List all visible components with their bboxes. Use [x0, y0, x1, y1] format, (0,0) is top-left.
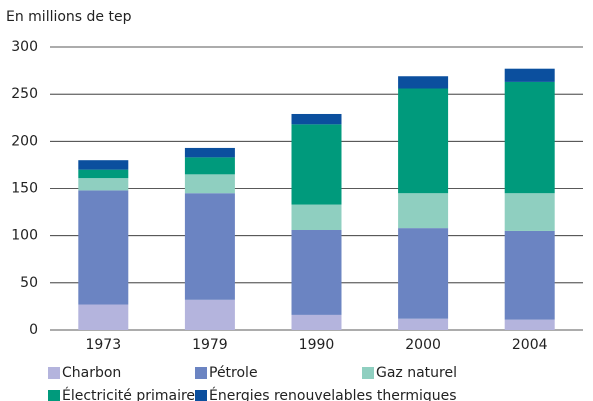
- bar-segment: [291, 230, 342, 315]
- bar-segment: [398, 318, 449, 330]
- legend-swatch: [48, 367, 60, 379]
- bar-segment: [184, 157, 235, 175]
- bar-segment: [504, 230, 555, 320]
- bar-segment: [291, 113, 342, 125]
- legend-label: Charbon: [62, 365, 121, 381]
- y-tick-label: 100: [11, 228, 38, 244]
- axis-title: En millions de tep: [6, 9, 132, 25]
- legend-label: Électricité primaire: [62, 387, 195, 401]
- bar-segment: [78, 160, 129, 170]
- y-tick-label: 250: [11, 86, 38, 102]
- bar-segment: [504, 68, 555, 82]
- bar-segment: [184, 193, 235, 300]
- legend-label: Gaz naturel: [376, 365, 457, 381]
- legend-swatch: [362, 367, 374, 379]
- bar-segment: [398, 88, 449, 194]
- x-tick-label: 1979: [192, 337, 228, 353]
- bar-segment: [78, 169, 129, 179]
- bar-segment: [78, 304, 129, 330]
- bar-segment: [398, 228, 449, 319]
- bar-segment: [504, 81, 555, 194]
- y-tick-label: 200: [11, 133, 38, 149]
- bar-segment: [398, 76, 449, 89]
- y-tick-label: 300: [11, 39, 38, 55]
- bar-segment: [504, 193, 555, 231]
- legend-swatch: [195, 390, 207, 401]
- bar-segment: [78, 178, 129, 191]
- bar-segment: [504, 319, 555, 330]
- y-tick-label: 50: [20, 275, 38, 291]
- bar-segment: [291, 204, 342, 231]
- bar-segment: [398, 193, 449, 229]
- legend-label: Énergies renouvelables thermiques: [209, 387, 457, 401]
- y-tick-label: 150: [11, 181, 38, 197]
- x-tick-label: 1990: [299, 337, 335, 353]
- legend-label: Pétrole: [209, 365, 258, 381]
- y-tick-label: 0: [29, 322, 38, 338]
- bar-segment: [291, 124, 342, 205]
- bar-segment: [184, 299, 235, 330]
- x-tick-label: 2004: [512, 337, 548, 353]
- legend-swatch: [48, 390, 60, 401]
- x-tick-label: 1973: [85, 337, 121, 353]
- x-tick-label: 2000: [405, 337, 441, 353]
- bar-segment: [184, 174, 235, 194]
- bar-segment: [78, 190, 129, 305]
- bar-segment: [291, 314, 342, 330]
- legend-swatch: [195, 367, 207, 379]
- bar-segment: [184, 147, 235, 158]
